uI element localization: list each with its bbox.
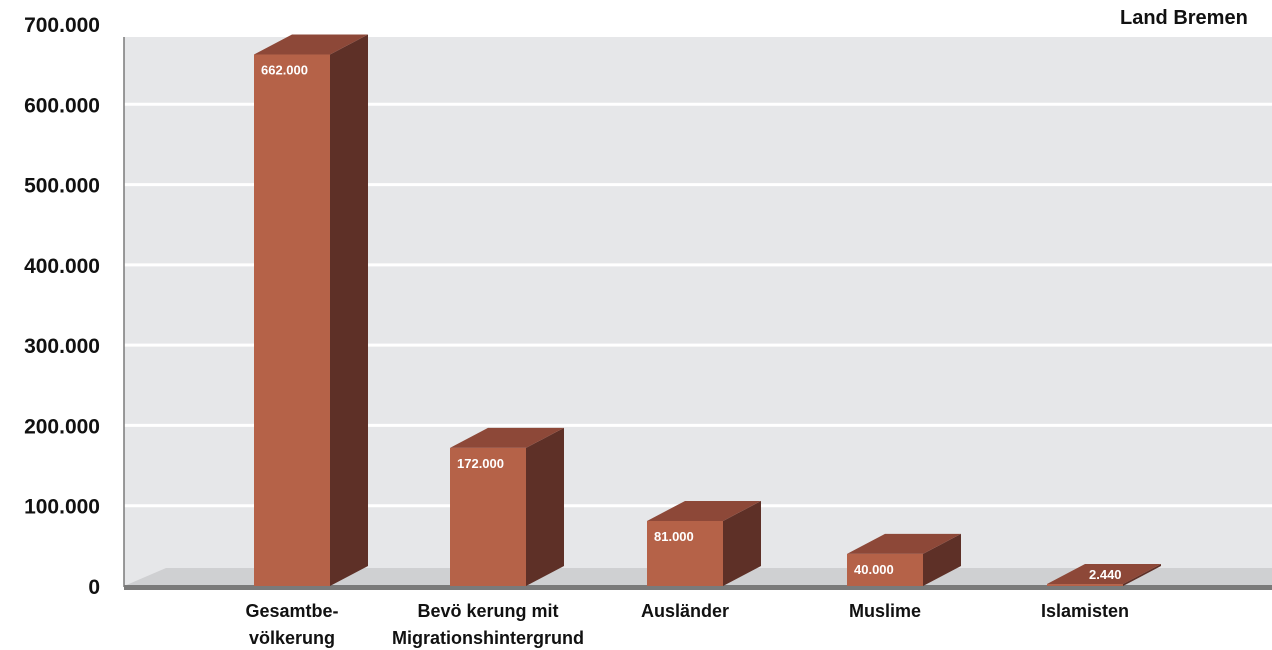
- y-tick-label: 500.000: [24, 175, 100, 198]
- bar-top: [450, 427, 564, 448]
- bar-top: [254, 34, 368, 55]
- bar-top: [1047, 564, 1161, 585]
- y-tick-label: 300.000: [24, 335, 100, 358]
- bar-side: [1123, 564, 1161, 586]
- chart-title: Land Bremen: [1120, 7, 1248, 29]
- bar-front: [1047, 584, 1123, 586]
- y-tick-label: 200.000: [24, 415, 100, 438]
- category-label: Ausländer: [641, 601, 729, 621]
- bar-value-label: 40.000: [854, 562, 894, 577]
- bar-front: [847, 553, 923, 586]
- bar-value-label: 662.000: [261, 63, 308, 78]
- bar-side: [923, 533, 961, 586]
- bar-front: [254, 54, 330, 587]
- bar: 81.000: [647, 500, 761, 586]
- category-label: Gesamtbe-völkerung: [245, 601, 338, 648]
- bar-side: [330, 34, 368, 587]
- bar: 662.000: [254, 34, 368, 587]
- y-tick-label: 0: [88, 576, 100, 599]
- y-tick-label: 700.000: [24, 14, 100, 37]
- category-label: Bevö kerung mit Migrationshintergrund: [392, 601, 584, 648]
- bar-side: [526, 427, 564, 586]
- bar-value-label: 81.000: [654, 529, 694, 544]
- category-label: Islamisten: [1041, 601, 1129, 621]
- bar-value-label: 172.000: [457, 456, 504, 471]
- bars: 662.000 172.000 81.000 40.000 2.440: [254, 34, 1161, 587]
- y-tick-label: 400.000: [24, 255, 100, 278]
- bar-front: [450, 447, 526, 586]
- y-tick-label: 100.000: [24, 496, 100, 519]
- bar-front: [647, 520, 723, 586]
- category-labels: Gesamtbe-völkerung Bevö kerung mit Migrati…: [245, 601, 1129, 648]
- y-tick-labels: 0 100.000 200.000 300.000 400.000 500.000 600.…: [24, 14, 100, 599]
- bar-side: [723, 500, 761, 586]
- bar-top: [647, 500, 761, 521]
- category-label: Muslime: [849, 601, 921, 621]
- bar: 172.000: [450, 427, 564, 586]
- bar-top: [847, 533, 961, 554]
- bar: 40.000: [847, 533, 961, 586]
- x-axis-line: [124, 585, 1272, 590]
- bar-value-label: 2.440: [1089, 567, 1122, 582]
- y-tick-label: 600.000: [24, 94, 100, 117]
- bar: 2.440: [1047, 564, 1161, 586]
